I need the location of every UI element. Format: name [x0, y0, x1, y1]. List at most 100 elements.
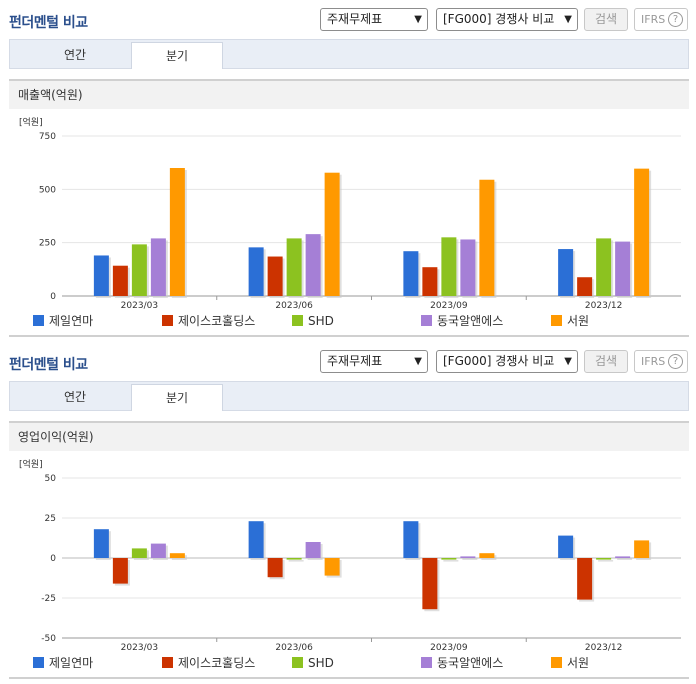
y-tick-label: 50	[45, 474, 57, 484]
bar	[286, 558, 302, 560]
bar	[596, 238, 612, 296]
tab-annual[interactable]: 연간	[63, 48, 87, 62]
x-tick-label: 2023/12	[585, 301, 622, 311]
x-tick-label: 2023/03	[121, 301, 158, 311]
y-tick-label: 750	[39, 132, 56, 142]
legend-swatch	[162, 315, 173, 326]
chevron-down-icon: ▼	[414, 356, 422, 367]
section-title: 펀더멘털 비교	[9, 15, 88, 31]
bar	[460, 239, 476, 296]
bar-shadow	[598, 560, 614, 562]
period-tabs: 연간 분기	[9, 39, 689, 69]
y-axis-unit: [억원]	[19, 116, 43, 128]
y-tick-label: -25	[41, 594, 56, 604]
legend-item[interactable]: 동국알앤에스	[421, 312, 503, 330]
ifrs-help-button[interactable]: IFRS ?	[634, 8, 688, 31]
y-tick-label: 500	[39, 185, 56, 195]
bar	[169, 553, 185, 558]
statement-select[interactable]: 주재무제표 ▼	[320, 8, 428, 31]
question-icon: ?	[668, 12, 683, 27]
legend-label: SHD	[308, 656, 334, 670]
legend-swatch	[551, 315, 562, 326]
bar	[634, 168, 650, 296]
legend-label: 동국알앤에스	[437, 314, 504, 328]
bar	[558, 535, 574, 558]
bar	[441, 558, 457, 560]
bar	[596, 558, 612, 560]
legend-item[interactable]: 제이스코홀딩스	[162, 312, 255, 330]
ifrs-help-button[interactable]: IFRS ?	[634, 350, 688, 373]
legend-swatch	[162, 657, 173, 668]
legend-item[interactable]: 동국알앤에스	[421, 654, 503, 672]
bar	[577, 558, 593, 600]
chevron-down-icon: ▼	[564, 14, 572, 25]
legend-label: 서원	[567, 656, 590, 670]
legend-item[interactable]: 서원	[551, 654, 589, 672]
bar	[615, 556, 631, 558]
bar-shadow	[443, 560, 459, 562]
panel-title: 영업이익(억원)	[9, 421, 689, 451]
legend-label: SHD	[308, 314, 334, 328]
y-tick-label: 250	[39, 239, 56, 249]
bar	[577, 277, 593, 296]
bar	[403, 251, 419, 296]
legend-item[interactable]: SHD	[292, 312, 334, 330]
legend-item[interactable]: 제일연마	[33, 312, 93, 330]
legend-swatch	[421, 315, 432, 326]
bar	[479, 553, 495, 558]
divider	[9, 335, 689, 337]
bar	[93, 255, 109, 296]
bar	[441, 237, 457, 296]
y-tick-label: -50	[41, 634, 56, 644]
fundamental-section-1: 펀더멘털 비교 주재무제표 ▼ [FG000] 경쟁사 비교 ▼ 검색 IFRS…	[0, 0, 696, 337]
bar	[93, 529, 109, 558]
bar	[305, 234, 321, 296]
bar	[324, 558, 340, 576]
bar	[112, 558, 128, 584]
legend-label: 서원	[567, 314, 590, 328]
search-button[interactable]: 검색	[584, 8, 628, 31]
legend-item[interactable]: 서원	[551, 312, 589, 330]
bar	[615, 241, 631, 296]
search-button[interactable]: 검색	[584, 350, 628, 373]
compare-select-value: [FG000] 경쟁사 비교	[443, 354, 555, 368]
bar	[248, 521, 264, 558]
bar	[150, 543, 166, 558]
legend-swatch	[292, 315, 303, 326]
bar-shadow	[617, 558, 633, 560]
legend-item[interactable]: 제이스코홀딩스	[162, 654, 255, 672]
bar	[460, 556, 476, 558]
fundamental-section-2: 펀더멘털 비교 주재무제표 ▼ [FG000] 경쟁사 비교 ▼ 검색 IFRS…	[0, 342, 696, 679]
legend-swatch	[421, 657, 432, 668]
bar	[131, 548, 147, 558]
compare-select[interactable]: [FG000] 경쟁사 비교 ▼	[436, 8, 578, 31]
bar	[479, 179, 495, 296]
bar	[286, 238, 302, 296]
ifrs-label: IFRS	[641, 13, 666, 26]
bar	[267, 256, 283, 296]
bar	[131, 244, 147, 296]
tab-annual[interactable]: 연간	[63, 390, 87, 404]
bar	[634, 540, 650, 558]
section-header: 펀더멘털 비교 주재무제표 ▼ [FG000] 경쟁사 비교 ▼ 검색 IFRS…	[0, 0, 696, 38]
legend-item[interactable]: SHD	[292, 654, 334, 672]
legend-label: 제일연마	[49, 656, 94, 670]
chart-legend: 제일연마 제이스코홀딩스 SHD 동국알앤에스 서원	[9, 654, 689, 674]
statement-select-value: 주재무제표	[327, 12, 383, 26]
legend-item[interactable]: 제일연마	[33, 654, 93, 672]
bar	[150, 238, 166, 296]
chevron-down-icon: ▼	[564, 356, 572, 367]
x-tick-label: 2023/09	[430, 301, 468, 311]
section-header: 펀더멘털 비교 주재무제표 ▼ [FG000] 경쟁사 비교 ▼ 검색 IFRS…	[0, 342, 696, 380]
y-tick-label: 0	[50, 292, 56, 302]
section-title: 펀더멘털 비교	[9, 357, 88, 373]
legend-swatch	[292, 657, 303, 668]
revenue-chart: [억원] 0 250 500 750 2023/03 2023/06 2023/09 2023/…	[19, 116, 681, 311]
tab-quarterly[interactable]: 분기	[131, 384, 223, 411]
statement-select[interactable]: 주재무제표 ▼	[320, 350, 428, 373]
compare-select[interactable]: [FG000] 경쟁사 비교 ▼	[436, 350, 578, 373]
x-tick-label: 2023/03	[121, 643, 158, 653]
tab-quarterly[interactable]: 분기	[131, 42, 223, 69]
x-tick-label: 2023/06	[275, 301, 313, 311]
x-tick-label: 2023/09	[430, 643, 468, 653]
